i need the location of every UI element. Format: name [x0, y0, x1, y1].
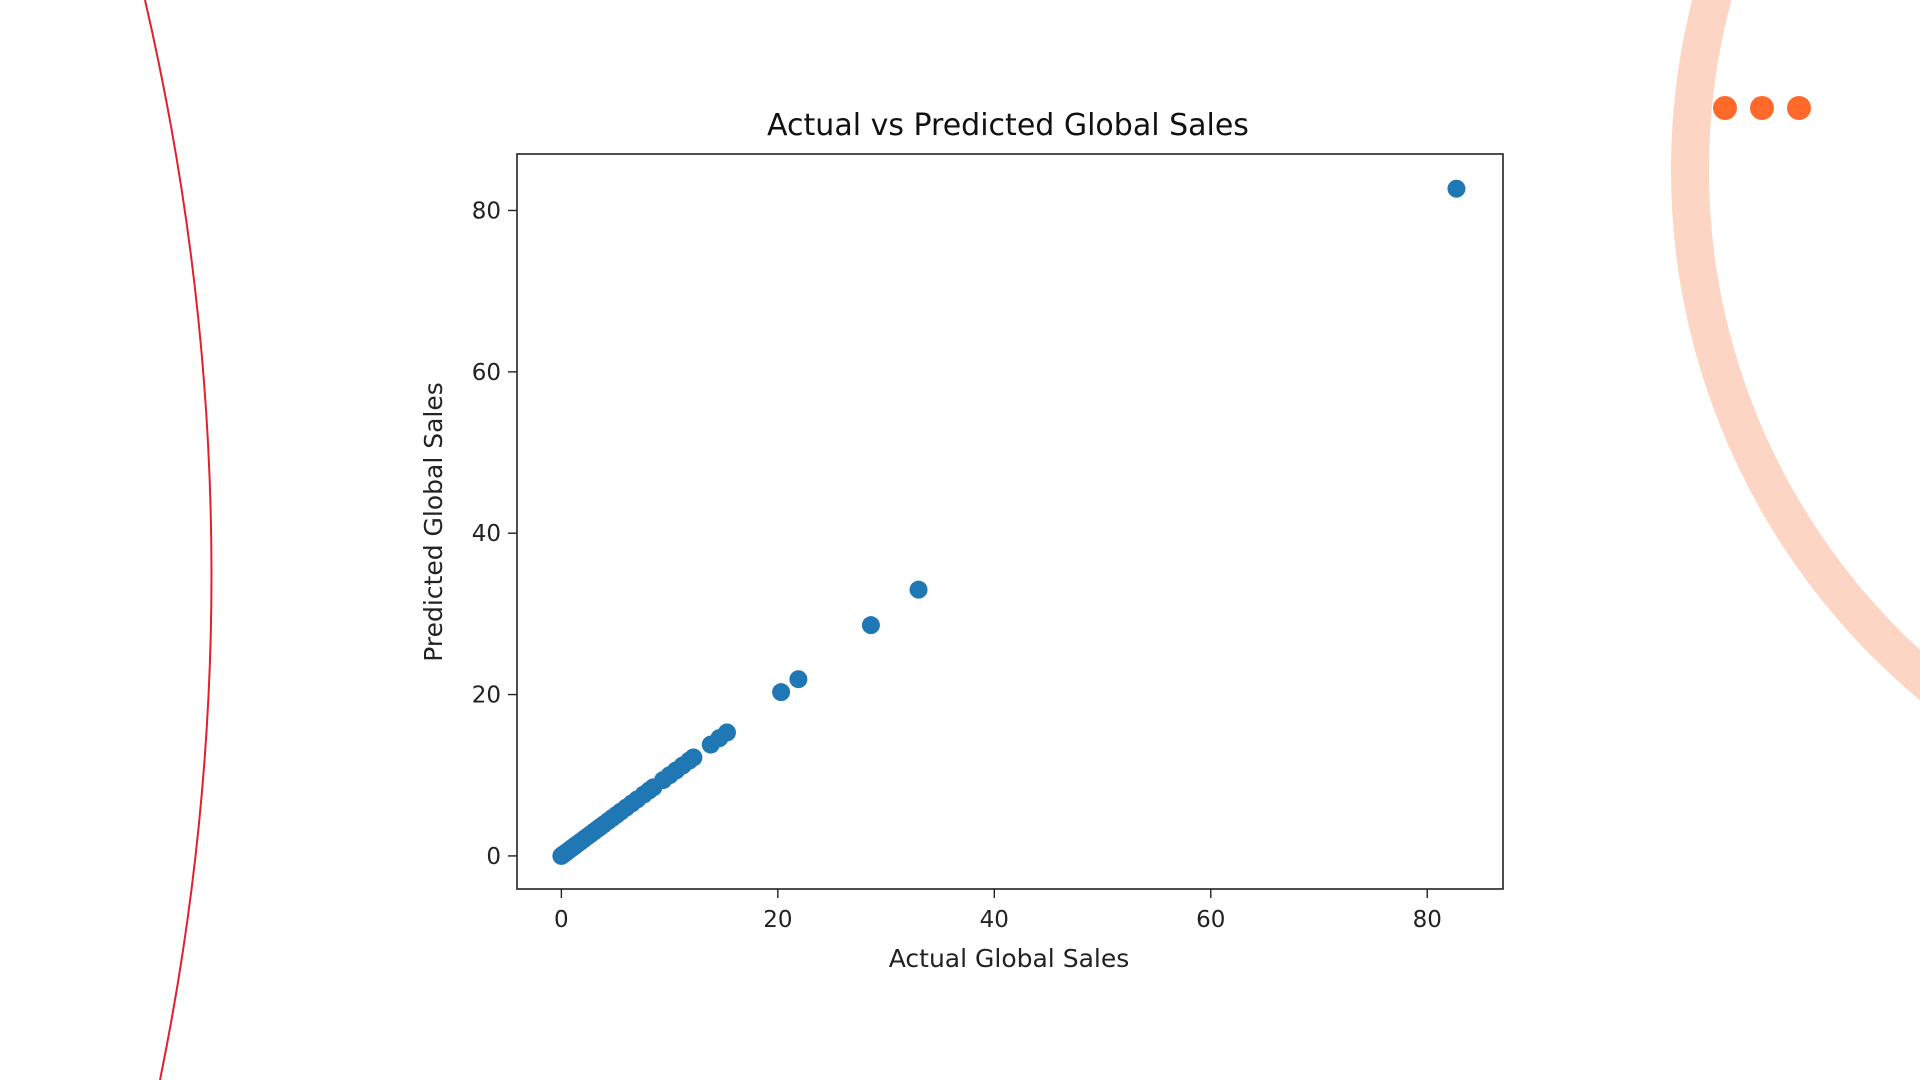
- y-tick-label: 0: [486, 844, 501, 870]
- left-curve-line: [144, 0, 213, 1080]
- more-dots-icon[interactable]: [1713, 96, 1811, 120]
- x-tick-label: 60: [1196, 907, 1225, 933]
- data-point: [789, 670, 808, 689]
- y-tick-label: 20: [472, 683, 501, 709]
- y-tick-label: 60: [472, 360, 501, 386]
- x-tick-label: 40: [980, 907, 1009, 933]
- x-axis-label: Actual Global Sales: [889, 944, 1130, 973]
- points-layer: [552, 179, 1466, 865]
- axis-ticks: 0 20 40 60 80 0 20 40 60 80: [472, 198, 1442, 933]
- data-point: [861, 616, 880, 635]
- x-tick-label: 20: [763, 907, 792, 933]
- data-point: [684, 748, 703, 767]
- chart-title: Actual vs Predicted Global Sales: [767, 108, 1249, 143]
- data-point: [717, 723, 736, 742]
- data-point: [772, 683, 791, 702]
- y-axis-label: Predicted Global Sales: [419, 382, 448, 662]
- data-point: [1447, 179, 1466, 198]
- data-point: [909, 580, 928, 599]
- y-tick-label: 80: [472, 198, 501, 224]
- plot-frame: [516, 153, 1504, 890]
- decorative-ring: [1671, 0, 1920, 700]
- x-tick-label: 80: [1413, 907, 1442, 933]
- y-tick-label: 40: [472, 521, 501, 547]
- x-tick-label: 0: [554, 907, 569, 933]
